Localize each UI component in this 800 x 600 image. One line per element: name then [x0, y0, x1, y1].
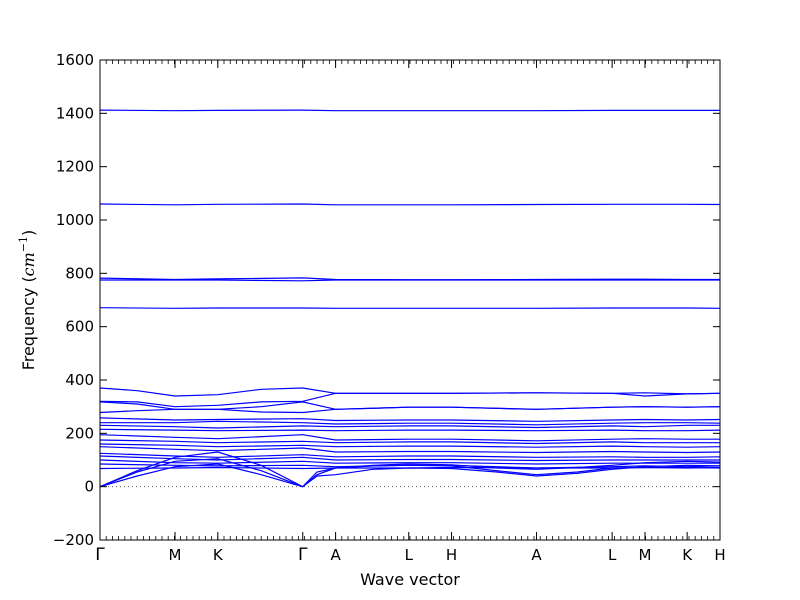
y-tick-label: 0: [84, 478, 94, 496]
x-tick-label: Γ: [95, 545, 105, 565]
y-tick-label: −200: [53, 531, 94, 549]
phonon-branch-24: [99, 458, 721, 488]
y-tick-label: 800: [65, 264, 94, 282]
x-tick-label: H: [446, 546, 457, 564]
phonon-branch-2: [99, 203, 721, 206]
y-tick-label: 1600: [56, 51, 94, 69]
phonon-branch-19: [99, 455, 720, 462]
y-tick-label: 600: [65, 318, 94, 336]
x-tick-label: H: [714, 546, 725, 564]
x-axis-label: Wave vector: [360, 570, 460, 589]
y-tick-label: 1200: [56, 158, 94, 176]
y-axis-label-unit: cm: [19, 252, 38, 276]
phonon-branch-9: [99, 406, 721, 414]
x-tick-label: M: [169, 546, 182, 564]
x-tick-label: Γ: [298, 545, 308, 565]
phonon-branch-5: [99, 307, 721, 309]
phonon-branch-23: [99, 463, 721, 488]
phonon-branch-11: [100, 420, 721, 426]
phonon-branch-10: [99, 417, 721, 422]
y-tick-label: 200: [65, 424, 94, 442]
phonon-branch-4: [100, 279, 720, 282]
y-axis-label-close: ): [19, 230, 38, 236]
x-tick-label: A: [531, 546, 542, 564]
x-tick-label: L: [405, 546, 414, 564]
y-tick-label: 1400: [56, 104, 94, 122]
y-axis-label-exponent: −1: [17, 236, 30, 252]
phonon-branch-18: [99, 452, 721, 458]
phonon-branch-15: [99, 439, 720, 445]
phonon-branch-20: [99, 459, 720, 465]
phonon-branch-7: [99, 392, 721, 408]
plot-area: [99, 109, 721, 488]
phonon-branch-17: [99, 446, 721, 454]
phonon-branch-12: [99, 424, 720, 429]
axes-frame: [99, 59, 721, 541]
y-tick-label: 1000: [56, 211, 94, 229]
phonon-branch-25: [99, 451, 721, 488]
y-tick-label: 400: [65, 371, 94, 389]
y-axis-label-text: Frequency (: [19, 276, 38, 370]
y-axis-label: Frequency (cm−1): [17, 230, 38, 371]
x-tick-label: K: [213, 546, 224, 564]
phonon-branch-1: [99, 109, 720, 112]
x-tick-label: K: [682, 546, 693, 564]
phonon-branch-14: [99, 434, 720, 442]
x-tick-label: M: [639, 546, 652, 564]
x-tick-label: A: [330, 546, 341, 564]
y-axis: −200 0 200 400 600 800 1000 1200 1400 1600: [53, 51, 720, 549]
phonon-branch-13: [99, 428, 721, 432]
x-tick-label: L: [608, 546, 617, 564]
phonon-branch-16: [99, 443, 721, 448]
